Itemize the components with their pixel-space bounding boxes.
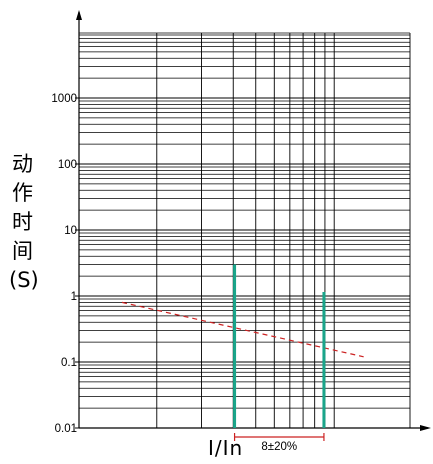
y-tick-label: 1000 xyxy=(51,93,77,105)
tolerance-label: 8±20% xyxy=(261,441,297,453)
y-tick-label: 0.01 xyxy=(55,423,77,435)
y-tick-label: 1 xyxy=(71,291,77,303)
y-axis-label-char: 动 xyxy=(12,152,33,176)
y-tick-label: 100 xyxy=(58,159,77,171)
y-tick-label: 0.1 xyxy=(61,357,77,369)
x-axis-label: I/In xyxy=(208,436,244,460)
markers xyxy=(233,264,326,428)
y-axis-label-char: 间 xyxy=(12,239,33,263)
y-tick-label: 10 xyxy=(64,225,77,237)
y-axis-label-char: 作 xyxy=(12,181,33,205)
x-axis-arrow xyxy=(420,425,431,431)
axes xyxy=(75,10,431,431)
y-tick-labels: 0.01 0.1 1 10 100 1000 xyxy=(51,93,77,435)
y-axis-label-char: 时 xyxy=(12,210,33,234)
y-axis-arrow xyxy=(76,10,82,20)
grid xyxy=(78,32,411,429)
annotations: 8±20% xyxy=(233,433,325,453)
y-axis-label-char: (S) xyxy=(9,268,39,292)
